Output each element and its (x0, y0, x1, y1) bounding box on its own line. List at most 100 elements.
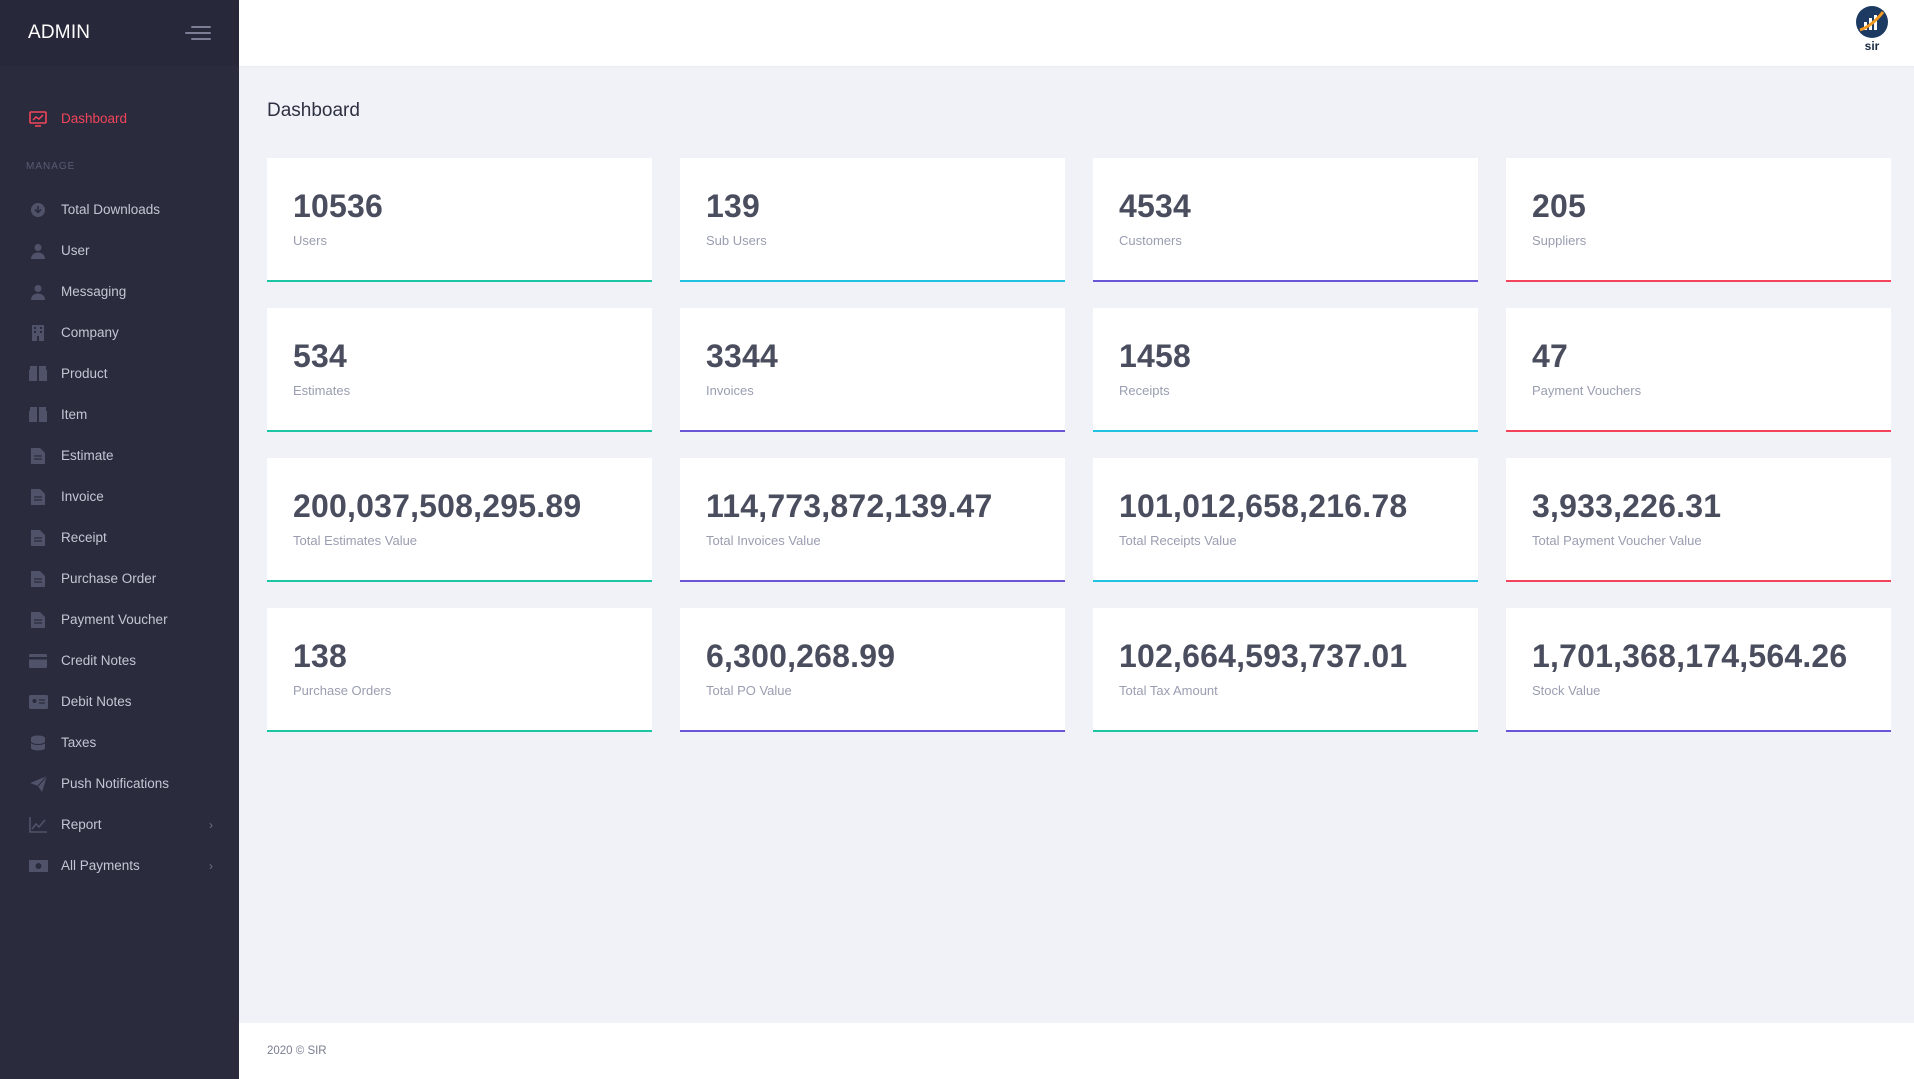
chart-icon (28, 110, 48, 127)
box-icon (28, 366, 48, 382)
menu-toggle-icon[interactable] (185, 25, 211, 41)
stat-value: 139 (706, 188, 760, 224)
sidebar-item-label: All Payments (61, 858, 140, 873)
stat-caption: Total Payment Voucher Value (1532, 533, 1702, 548)
stat-value: 534 (293, 338, 347, 374)
sidebar-item-push-notifications[interactable]: Push Notifications (0, 763, 239, 804)
sidebar-item-company[interactable]: Company (0, 312, 239, 353)
brand-logo[interactable]: sir (1854, 6, 1890, 58)
document-icon (28, 570, 48, 587)
stat-caption: Suppliers (1532, 233, 1587, 248)
stat-card-total-estimates-value: 200,037,508,295.89 Total Estimates Value (267, 458, 652, 582)
stat-card-total-tax-amount: 102,664,593,737.01 Total Tax Amount (1093, 608, 1478, 732)
document-icon (28, 529, 48, 546)
stat-value: 114,773,872,139.47 (706, 488, 993, 524)
download-icon (28, 202, 48, 218)
logo-mark-icon (1856, 6, 1888, 38)
stat-card-total-receipts-value: 101,012,658,216.78 Total Receipts Value (1093, 458, 1478, 582)
sidebar-item-dashboard[interactable]: Dashboard (0, 98, 239, 139)
sidebar-item-label: Product (61, 366, 108, 381)
stat-card-total-po-value: 6,300,268.99 Total PO Value (680, 608, 1065, 732)
sidebar-item-label: Purchase Order (61, 571, 157, 586)
stat-caption: Total Estimates Value (293, 533, 418, 548)
stat-value: 1458 (1119, 338, 1191, 374)
paper-plane-icon (28, 775, 48, 792)
stat-value: 101,012,658,216.78 (1119, 488, 1408, 524)
stat-caption: Customers (1119, 233, 1182, 248)
stat-caption: Stock Value (1532, 683, 1601, 698)
sidebar-item-label: Invoice (61, 489, 104, 504)
building-icon (28, 324, 48, 341)
sidebar-item-report[interactable]: Report › (0, 804, 239, 845)
stat-card-customers: 4534 Customers (1093, 158, 1478, 282)
stat-caption: Estimates (293, 383, 351, 398)
stat-value: 3344 (706, 338, 778, 374)
page-title: Dashboard (267, 100, 360, 121)
credit-card-icon (28, 653, 48, 669)
stat-value: 10536 (293, 188, 383, 224)
money-icon (28, 858, 48, 874)
sidebar-item-total-downloads[interactable]: Total Downloads (0, 189, 239, 230)
sidebar-item-label: Report (61, 817, 102, 832)
stat-caption: Receipts (1119, 383, 1170, 398)
stat-value: 4534 (1119, 188, 1191, 224)
sidebar-item-all-payments[interactable]: All Payments › (0, 845, 239, 886)
sidebar-item-product[interactable]: Product (0, 353, 239, 394)
stat-card-payment-vouchers: 47 Payment Vouchers (1506, 308, 1891, 432)
sidebar-item-label: Messaging (61, 284, 127, 299)
box-icon (28, 407, 48, 423)
sidebar-item-estimate[interactable]: Estimate (0, 435, 239, 476)
sidebar-item-purchase-order[interactable]: Purchase Order (0, 558, 239, 599)
top-header: sir (239, 0, 1914, 66)
sidebar: ADMIN Dashboard MANAGE Total Downloads Us… (0, 0, 239, 1079)
stat-caption: Total Invoices Value (706, 533, 821, 548)
section-label-manage: MANAGE (26, 161, 76, 172)
coins-icon (28, 735, 48, 751)
id-card-icon (28, 694, 48, 710)
sidebar-item-user[interactable]: User (0, 230, 239, 271)
footer: 2020 © SIR (239, 1023, 1914, 1079)
sidebar-item-receipt[interactable]: Receipt (0, 517, 239, 558)
sidebar-item-label: Company (61, 325, 119, 340)
stat-caption: Payment Vouchers (1532, 383, 1642, 398)
sidebar-item-invoice[interactable]: Invoice (0, 476, 239, 517)
stat-value: 138 (293, 638, 347, 674)
stat-value: 200,037,508,295.89 (293, 488, 582, 524)
line-chart-icon (28, 816, 48, 833)
stat-caption: Total Receipts Value (1119, 533, 1237, 548)
sidebar-item-taxes[interactable]: Taxes (0, 722, 239, 763)
stat-card-total-invoices-value: 114,773,872,139.47 Total Invoices Value (680, 458, 1065, 582)
user-icon (28, 284, 48, 300)
document-icon (28, 488, 48, 505)
sidebar-item-payment-voucher[interactable]: Payment Voucher (0, 599, 239, 640)
sidebar-item-item[interactable]: Item (0, 394, 239, 435)
stat-caption: Sub Users (706, 233, 767, 248)
sidebar-item-label: Payment Voucher (61, 612, 168, 627)
sidebar-item-label: User (61, 243, 90, 258)
sidebar-nav: Dashboard MANAGE Total Downloads User Mess… (0, 66, 239, 886)
sidebar-item-debit-notes[interactable]: Debit Notes (0, 681, 239, 722)
stats-grid: 10536 Users 139 Sub Users 4534 Customers 205 Su… (267, 158, 1891, 732)
stat-card-estimates: 534 Estimates (267, 308, 652, 432)
stat-card-purchase-orders: 138 Purchase Orders (267, 608, 652, 732)
main-content: Dashboard 10536 Users 139 Sub Users 4534 Cust… (239, 66, 1914, 1023)
stat-card-suppliers: 205 Suppliers (1506, 158, 1891, 282)
sidebar-item-label: Item (61, 407, 88, 422)
chevron-right-icon: › (209, 858, 213, 873)
stat-card-invoices: 3344 Invoices (680, 308, 1065, 432)
stat-caption: Total Tax Amount (1119, 683, 1218, 698)
stat-value: 3,933,226.31 (1532, 488, 1722, 524)
stat-caption: Total PO Value (706, 683, 792, 698)
stat-card-users: 10536 Users (267, 158, 652, 282)
stat-caption: Purchase Orders (293, 683, 392, 698)
footer-copyright: 2020 © SIR (267, 1045, 327, 1057)
stat-card-sub-users: 139 Sub Users (680, 158, 1065, 282)
sidebar-item-label: Debit Notes (61, 694, 132, 709)
stat-value: 47 (1532, 338, 1568, 374)
stat-value: 102,664,593,737.01 (1119, 638, 1408, 674)
stat-value: 1,701,368,174,564.26 (1532, 638, 1848, 674)
stat-value: 205 (1532, 188, 1586, 224)
sidebar-item-messaging[interactable]: Messaging (0, 271, 239, 312)
sidebar-item-label: Taxes (61, 735, 97, 750)
sidebar-item-credit-notes[interactable]: Credit Notes (0, 640, 239, 681)
